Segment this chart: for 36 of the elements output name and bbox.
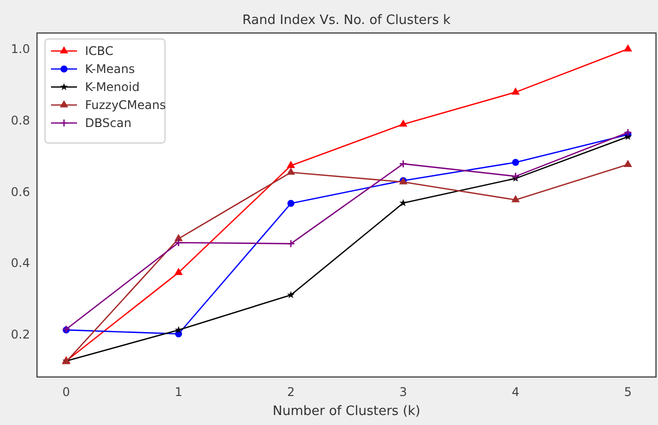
point	[174, 268, 183, 275]
point	[624, 160, 632, 167]
x-axis-title: Number of Clusters (k)	[272, 404, 420, 419]
x-tick-label: 3	[399, 385, 408, 399]
legend-label: FuzzyCMeans	[85, 98, 166, 112]
x-tick-label: 2	[287, 385, 295, 399]
point	[174, 238, 183, 247]
point	[624, 44, 632, 52]
legend-label: K-Menoid	[85, 80, 140, 94]
y-tick-label: 0.4	[10, 256, 30, 270]
point	[511, 87, 520, 95]
point	[286, 240, 296, 248]
x-tick-label: 1	[174, 385, 182, 399]
point	[286, 168, 296, 175]
point	[512, 158, 520, 166]
legend-label: K-Means	[85, 62, 135, 76]
point	[624, 128, 632, 137]
point	[287, 200, 294, 207]
point	[399, 119, 408, 127]
x-tick-label: 5	[624, 385, 632, 399]
point	[399, 199, 408, 206]
x-tick-label: 0	[62, 385, 70, 399]
legend-label: ICBC	[85, 44, 114, 58]
point	[174, 234, 183, 242]
chart-title: Rand Index Vs. No. of Clusters k	[242, 13, 452, 28]
point	[287, 291, 295, 298]
legend-label: DBScan	[85, 116, 132, 130]
y-tick-label: 0.8	[10, 114, 30, 128]
y-tick-label: 0.6	[10, 184, 30, 199]
y-tick-label: 0.2	[10, 327, 30, 342]
point	[399, 160, 408, 168]
point	[174, 326, 182, 334]
y-tick-label: 1.0	[10, 42, 30, 56]
point	[286, 160, 296, 168]
x-tick-label: 4	[512, 385, 520, 399]
point	[511, 195, 520, 202]
